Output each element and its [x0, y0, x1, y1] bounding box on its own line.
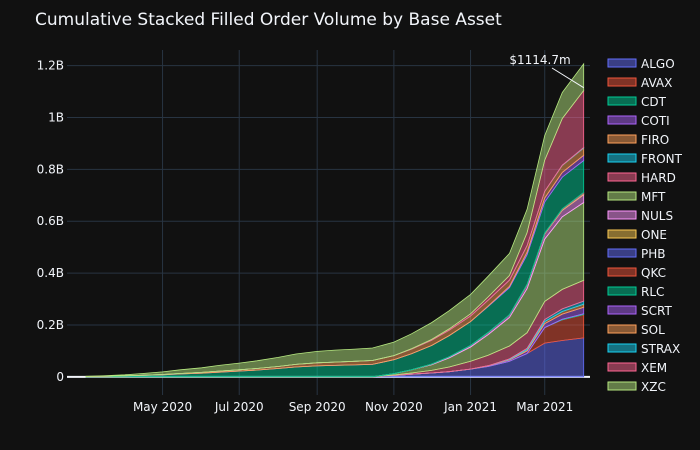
legend-item-cdt[interactable]: CDT — [607, 95, 667, 109]
legend-swatch — [607, 267, 637, 277]
legend-swatch — [607, 115, 637, 125]
y-tick-label: 0.2B — [37, 318, 64, 332]
legend-swatch — [607, 153, 637, 163]
legend-swatch — [607, 286, 637, 296]
legend-label: QKC — [641, 266, 666, 280]
legend-label: NULS — [641, 209, 673, 223]
legend-item-avax[interactable]: AVAX — [607, 76, 672, 90]
x-tick-label: Mar 2021 — [516, 400, 573, 414]
y-tick-label: 1B — [48, 110, 64, 124]
legend-label: STRAX — [641, 342, 680, 356]
chart-title: Cumulative Stacked Filled Order Volume b… — [35, 10, 502, 30]
legend: ALGO AVAX CDT COTI FIRO FRONT HARD MFT NULS ONE PH… — [607, 57, 683, 394]
legend-swatch — [607, 96, 637, 106]
legend-label: PHB — [641, 247, 666, 261]
x-tick-label: Jul 2020 — [214, 400, 264, 414]
legend-swatch — [607, 134, 637, 144]
legend-label: ALGO — [641, 57, 675, 71]
legend-label: FRONT — [641, 152, 683, 166]
legend-item-xem[interactable]: XEM — [607, 361, 667, 375]
y-tick-label: 0.4B — [37, 266, 64, 280]
area-series-group — [85, 62, 585, 378]
legend-swatch — [607, 77, 637, 87]
legend-swatch — [607, 191, 637, 201]
legend-label: SCRT — [641, 304, 672, 318]
legend-item-strax[interactable]: STRAX — [607, 342, 680, 356]
y-tick-label: 0.8B — [37, 162, 64, 176]
legend-swatch — [607, 381, 637, 391]
legend-item-qkc[interactable]: QKC — [607, 266, 666, 280]
legend-item-firo[interactable]: FIRO — [607, 133, 669, 147]
y-tick-label: 0.6B — [37, 214, 64, 228]
legend-swatch — [607, 229, 637, 239]
y-tick-label: 1.2B — [37, 59, 64, 73]
legend-swatch — [607, 343, 637, 353]
legend-label: RLC — [641, 285, 664, 299]
legend-swatch — [607, 172, 637, 182]
legend-item-sol[interactable]: SOL — [607, 323, 665, 337]
legend-swatch — [607, 362, 637, 372]
legend-item-phb[interactable]: PHB — [607, 247, 666, 261]
legend-item-rlc[interactable]: RLC — [607, 285, 664, 299]
legend-label: CDT — [641, 95, 667, 109]
legend-item-coti[interactable]: COTI — [607, 114, 670, 128]
legend-swatch — [607, 305, 637, 315]
legend-swatch — [607, 324, 637, 334]
annotation-label: $1114.7m — [509, 53, 570, 67]
legend-label: ONE — [641, 228, 667, 242]
x-tick-label: Sep 2020 — [289, 400, 346, 414]
legend-label: SOL — [641, 323, 665, 337]
x-tick-label: Nov 2020 — [365, 400, 423, 414]
x-tick-label: Jan 2021 — [443, 400, 497, 414]
legend-swatch — [607, 210, 637, 220]
y-tick-label: 0 — [56, 370, 64, 384]
legend-label: HARD — [641, 171, 676, 185]
legend-item-scrt[interactable]: SCRT — [607, 304, 672, 318]
legend-item-hard[interactable]: HARD — [607, 171, 676, 185]
legend-swatch — [607, 248, 637, 258]
legend-item-front[interactable]: FRONT — [607, 152, 683, 166]
area-series-xzc — [85, 62, 585, 378]
legend-label: XZC — [641, 380, 666, 394]
annotation-arrow — [551, 67, 584, 89]
x-tick-label: May 2020 — [133, 400, 192, 414]
legend-label: MFT — [641, 190, 666, 204]
legend-item-nuls[interactable]: NULS — [607, 209, 673, 223]
legend-label: AVAX — [641, 76, 672, 90]
legend-swatch — [607, 58, 637, 68]
legend-label: FIRO — [641, 133, 669, 147]
annotation: $1114.7m — [509, 53, 584, 89]
legend-item-one[interactable]: ONE — [607, 228, 667, 242]
legend-item-algo[interactable]: ALGO — [607, 57, 675, 71]
legend-label: COTI — [641, 114, 670, 128]
legend-label: XEM — [641, 361, 667, 375]
axes: May 2020 Jul 2020 Sep 2020 Nov 2020 Jan 2021… — [37, 59, 574, 414]
legend-item-mft[interactable]: MFT — [607, 190, 666, 204]
legend-item-xzc[interactable]: XZC — [607, 380, 666, 394]
